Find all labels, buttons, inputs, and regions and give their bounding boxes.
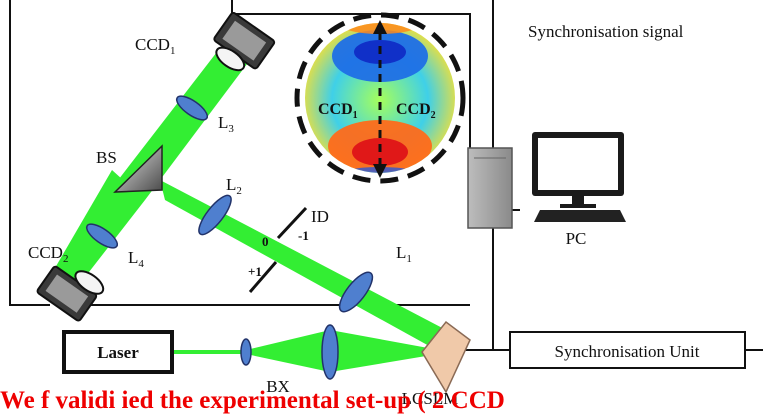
l3-label: L3 bbox=[218, 113, 234, 135]
laser-box: Laser bbox=[62, 330, 174, 374]
ccd1-label: CCD1 bbox=[135, 35, 175, 57]
l4-label: L4 bbox=[128, 248, 144, 270]
beam-laser-to-bx bbox=[172, 350, 246, 354]
lcslm-label: LCSLM bbox=[402, 389, 459, 408]
ccd1-camera bbox=[213, 11, 276, 72]
interference-inset: CCD1 CCD2 bbox=[294, 12, 466, 184]
bx-label: BX bbox=[266, 377, 290, 396]
caption-red-text: We f validi ied the experimental set-up … bbox=[0, 387, 505, 414]
beam-splitter: BS bbox=[96, 144, 163, 193]
ccd2-camera bbox=[36, 265, 105, 322]
pc-tower bbox=[467, 147, 513, 229]
order-0-label: 0 bbox=[262, 234, 269, 249]
sync-signal-label: Synchronisation signal bbox=[528, 22, 684, 41]
l2-lens bbox=[198, 194, 232, 236]
lcslm-device: LCSLM bbox=[402, 320, 471, 408]
l4-lens bbox=[85, 223, 119, 249]
l3-lens bbox=[175, 95, 209, 121]
order-minus1-label: -1 bbox=[298, 228, 309, 243]
pc-keyboard bbox=[534, 210, 626, 222]
iris-diaphragm bbox=[248, 206, 308, 293]
inset-ccd2-label: CCD2 bbox=[396, 101, 436, 121]
sync-unit-box: Synchronisation Unit bbox=[509, 331, 746, 369]
ccd2-label: CCD2 bbox=[28, 243, 68, 265]
bx-lens-large bbox=[321, 324, 339, 380]
bx-lens-small bbox=[240, 338, 252, 366]
order-plus1-label: +1 bbox=[248, 264, 262, 279]
l2-label: L2 bbox=[226, 175, 242, 197]
laser-label: Laser bbox=[97, 343, 139, 362]
l1-label: L1 bbox=[396, 243, 412, 265]
inset-ccd1-label: CCD1 bbox=[318, 101, 358, 121]
sync-unit-label: Synchronisation Unit bbox=[555, 342, 700, 361]
pc-monitor bbox=[532, 132, 624, 208]
pc-label: PC bbox=[566, 229, 587, 248]
id-label: ID bbox=[311, 207, 329, 226]
l1-lens bbox=[338, 271, 374, 313]
bs-label: BS bbox=[96, 148, 117, 167]
beam-lcslm-to-id bbox=[160, 180, 450, 352]
beam-bx-to-lcslm bbox=[246, 330, 450, 372]
